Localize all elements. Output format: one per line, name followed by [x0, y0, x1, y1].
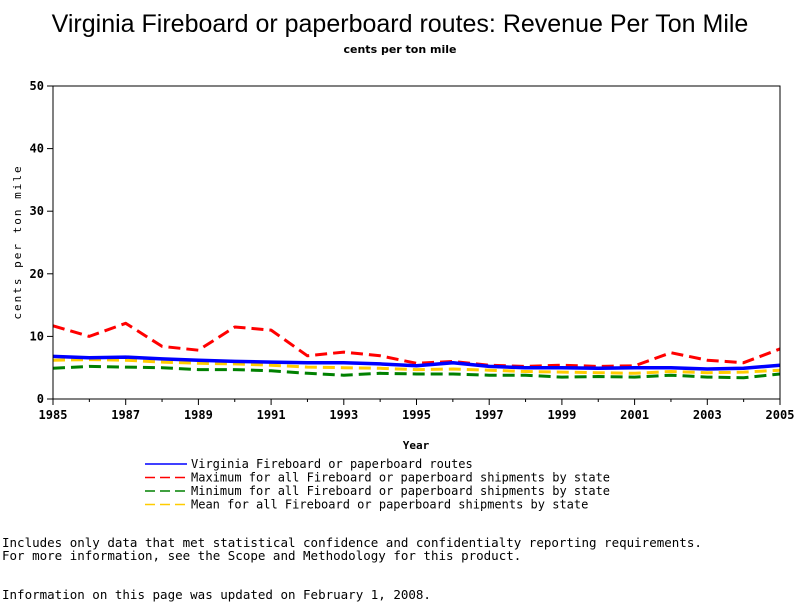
x-tick-label: 2003 — [693, 408, 722, 422]
series-line-0 — [52, 354, 781, 371]
x-tick-label: 1989 — [184, 408, 213, 422]
legend: Virginia Fireboard or paperboard routesM… — [145, 457, 610, 512]
x-tick-label: 1991 — [257, 408, 286, 422]
plot-series-group — [52, 321, 781, 380]
x-tick-label: 1997 — [475, 408, 504, 422]
series-line-1 — [52, 321, 781, 368]
legend-label-2: Minimum for all Fireboard or paperboard … — [191, 484, 610, 498]
y-axis: 0 10 20 30 40 50 — [30, 79, 53, 406]
legend-label-0: Virginia Fireboard or paperboard routes — [191, 457, 473, 471]
y-tick-label: 50 — [30, 79, 44, 93]
series-line-2 — [52, 364, 781, 380]
x-axis: 1985 1987 1989 1991 1993 1995 1997 1999 2001 2003… — [39, 399, 795, 422]
footnote-confidence: Includes only data that met statistical … — [2, 535, 702, 550]
chart-subtitle: cents per ton mile — [344, 43, 457, 56]
y-tick-label: 20 — [30, 267, 44, 281]
y-tick-label: 30 — [30, 204, 44, 218]
x-axis-label: Year — [403, 439, 430, 452]
y-tick-label: 0 — [37, 392, 44, 406]
x-tick-label: 1985 — [39, 408, 68, 422]
x-tick-label: 1987 — [111, 408, 140, 422]
x-tick-label: 2005 — [766, 408, 795, 422]
x-tick-label: 1993 — [329, 408, 358, 422]
series-line-3 — [52, 358, 781, 375]
legend-label-3: Mean for all Fireboard or paperboard shi… — [191, 498, 588, 512]
legend-label-1: Maximum for all Fireboard or paperboard … — [191, 471, 610, 485]
x-tick-label: 2001 — [620, 408, 649, 422]
x-tick-label: 1999 — [547, 408, 576, 422]
y-tick-label: 40 — [30, 142, 44, 156]
chart-title: Virginia Fireboard or paperboard routes:… — [52, 10, 749, 38]
y-axis-label: cents per ton mile — [11, 164, 24, 319]
footnote-methodology: For more information, see the Scope and … — [2, 548, 522, 563]
y-tick-label: 10 — [30, 329, 44, 343]
footnote-updated: Information on this page was updated on … — [2, 587, 431, 602]
x-tick-label: 1995 — [402, 408, 431, 422]
plot-frame — [52, 85, 781, 400]
